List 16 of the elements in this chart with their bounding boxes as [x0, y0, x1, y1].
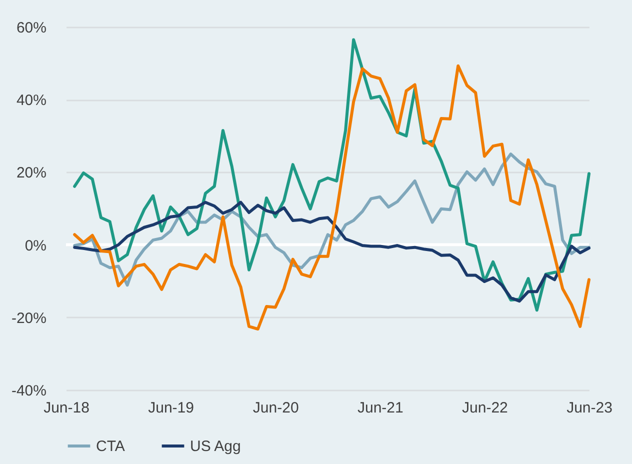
y-tick-label: 0%: [24, 237, 46, 254]
line-series: [73, 64, 590, 331]
line-series: [73, 200, 590, 303]
x-tick-label: Jun-22: [462, 400, 508, 416]
y-tick-label: -40%: [11, 382, 46, 400]
legend-label: US Agg: [190, 438, 241, 455]
x-tick-label: Jun-21: [357, 400, 404, 416]
x-tick-label: Jun-20: [252, 400, 299, 416]
y-tick-label: -20%: [11, 310, 46, 327]
x-tick-label: Jun-19: [148, 400, 194, 416]
y-tick-label: 40%: [16, 92, 46, 110]
y-tick-label: 20%: [16, 164, 46, 182]
legend-label: CTA: [96, 438, 125, 455]
x-tick-label: Jun-18: [44, 400, 90, 416]
y-tick-label: 60%: [16, 20, 46, 36]
x-tick-label: Jun-23: [566, 400, 612, 416]
